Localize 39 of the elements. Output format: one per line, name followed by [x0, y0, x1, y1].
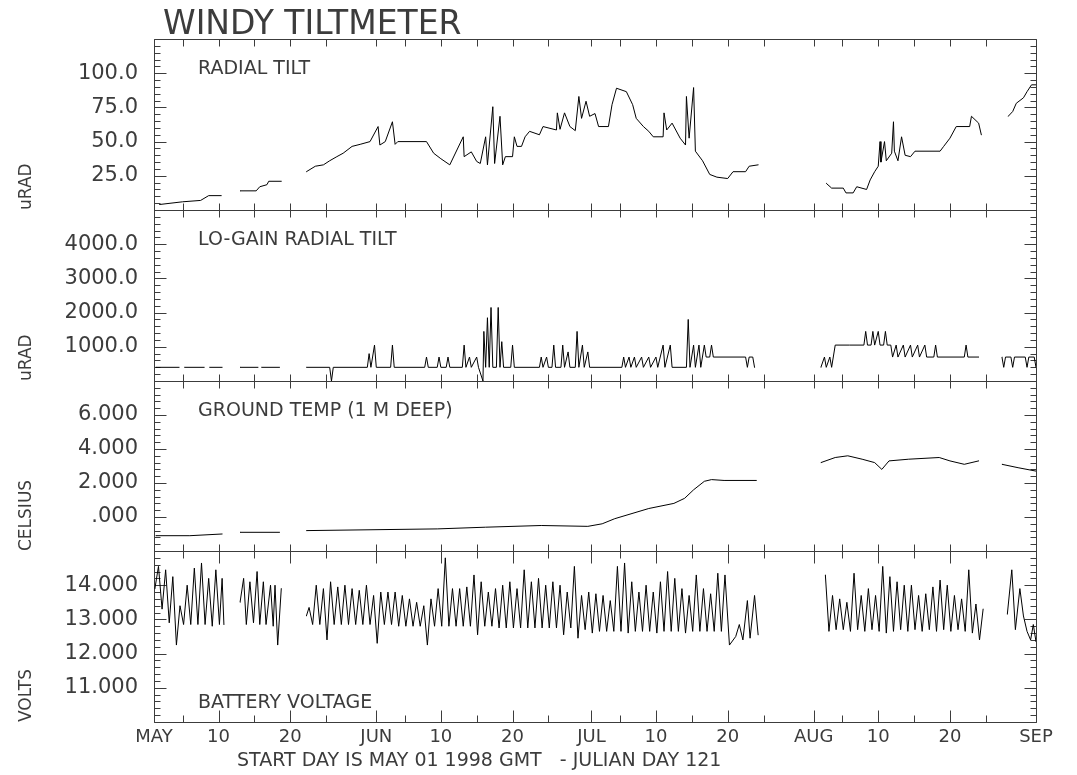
y-tick-label: 50.0	[91, 128, 138, 153]
text: RADIAL TILT	[198, 56, 311, 78]
x-tick-label: 20	[938, 725, 962, 747]
y-tick-label: 2000.0	[64, 299, 138, 324]
y-axis-title: CELSIUS	[14, 479, 35, 551]
y-axis-title: uRAD	[14, 163, 35, 210]
y-tick-label: 4.000	[77, 435, 138, 460]
x-tick-label: 20	[716, 725, 740, 747]
y-tick-label: 12.000	[64, 640, 138, 665]
x-tick-label: 20	[501, 725, 524, 747]
x-tick-label: JUN	[359, 725, 393, 747]
y-tick-label: 13.000	[64, 605, 138, 630]
x-tick-label: AUG	[793, 725, 834, 747]
y-tick-label: 100.0	[77, 59, 138, 84]
y-tick-label: 14.000	[64, 571, 138, 596]
y-tick-label: 2.000	[77, 469, 138, 494]
chart-title: WINDY TILTMETER	[163, 3, 462, 42]
y-tick-label: .000	[91, 503, 138, 528]
x-tick-label: 10	[429, 725, 453, 747]
y-axis-title: VOLTS	[14, 668, 35, 722]
x-axis-title: START DAY IS MAY 01 1998 GMT - JULIAN DAY 121	[237, 748, 722, 770]
y-tick-label: 1000.0	[64, 333, 138, 358]
x-tick-label: MAY	[135, 725, 174, 747]
text: LO-GAIN RADIAL TILT	[198, 227, 397, 249]
x-tick-label: 20	[278, 725, 302, 747]
x-tick-label: SEP	[1019, 725, 1053, 747]
y-tick-label: 6.000	[77, 401, 138, 426]
x-tick-label: 10	[866, 725, 890, 747]
x-tick-label: 10	[207, 725, 230, 747]
x-tick-label: 10	[644, 725, 668, 747]
text: BATTERY VOLTAGE	[198, 690, 373, 712]
y-tick-label: 75.0	[91, 93, 138, 118]
y-tick-label: 25.0	[91, 162, 138, 187]
y-tick-label: 4000.0	[64, 230, 138, 255]
x-tick-label: JUL	[576, 725, 606, 747]
y-tick-label: 3000.0	[64, 264, 138, 289]
y-axis-title: uRAD	[14, 334, 35, 381]
text: GROUND TEMP (1 M DEEP)	[198, 398, 453, 420]
y-tick-label: 11.000	[64, 674, 138, 699]
